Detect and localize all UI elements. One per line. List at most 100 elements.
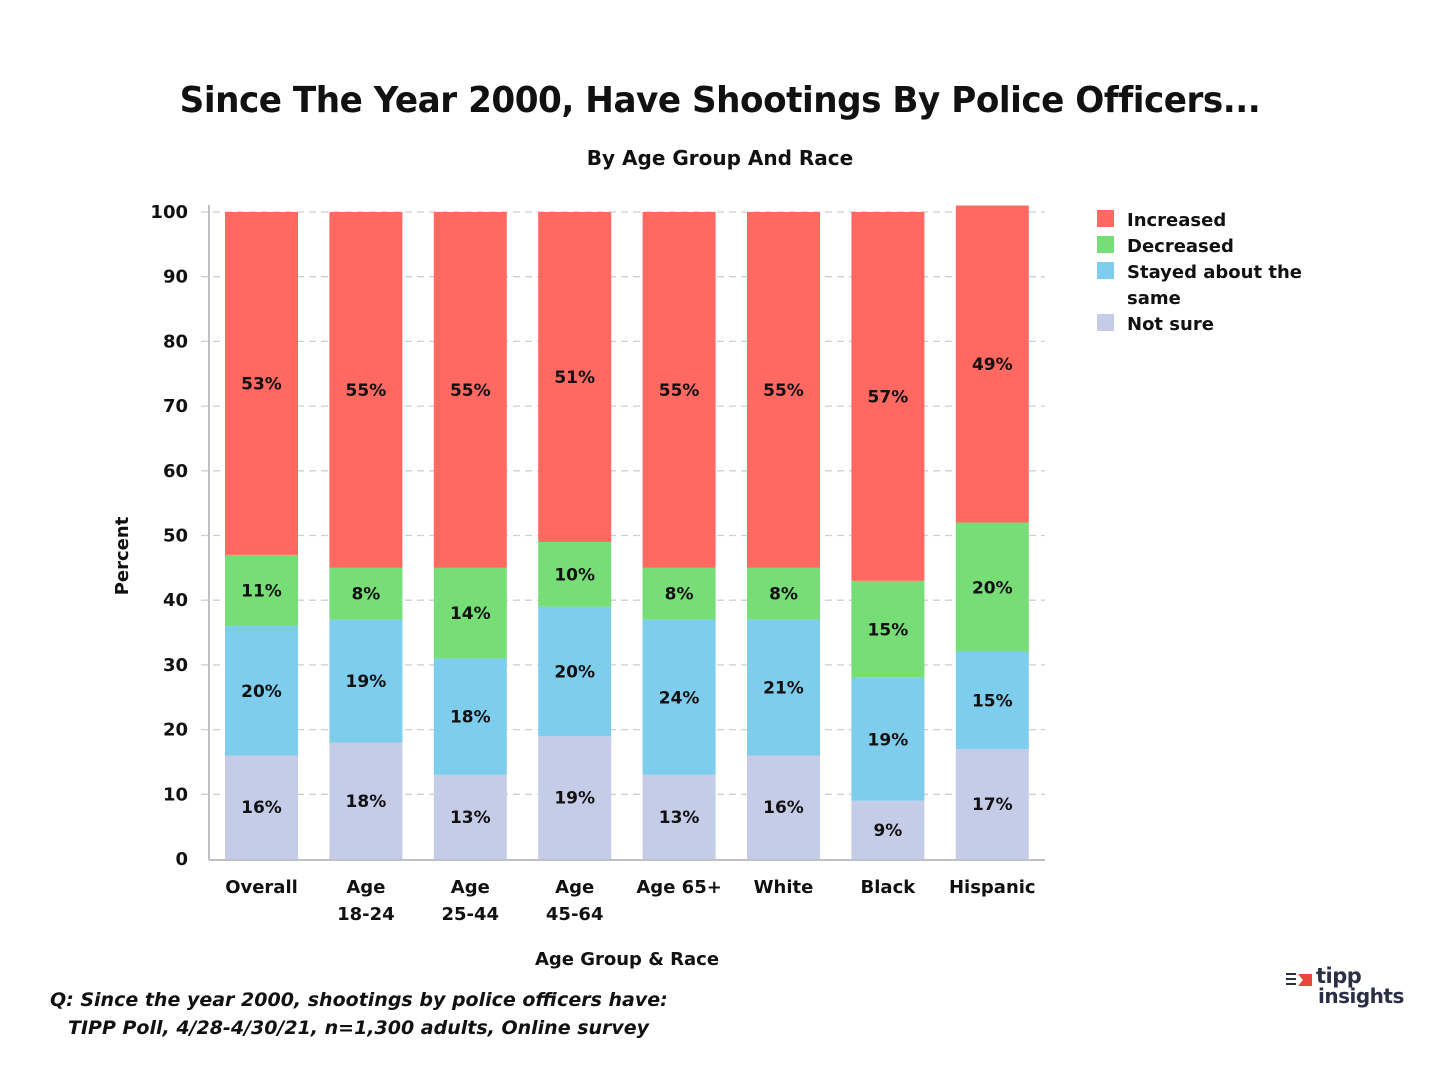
x-tick-label: Black (861, 877, 917, 898)
legend-swatch (1097, 236, 1114, 253)
bar-segment-not-sure (955, 749, 1029, 859)
legend-swatch (1097, 314, 1114, 331)
data-label: 20% (241, 682, 282, 702)
y-tick-label: 100 (150, 202, 188, 223)
data-label: 19% (346, 672, 387, 692)
bar-segment-stayed-about-the-same (329, 619, 403, 743)
y-tick-label: 0 (175, 849, 188, 870)
logo-flag-icon (1298, 974, 1312, 986)
data-label: 20% (972, 578, 1013, 598)
bar-segment-decreased (329, 567, 403, 620)
data-label: 13% (659, 808, 700, 828)
x-tick-labels: Overall Age 18-24 Age 25-44 Age 45-64 Age 65+ Wh… (225, 877, 1035, 925)
data-label: 20% (554, 662, 595, 682)
footnote: Q: Since the year 2000, shootings by pol… (50, 986, 668, 1042)
bar-segment-increased (642, 212, 716, 568)
bar-segment-decreased (851, 580, 925, 678)
data-label: 13% (450, 808, 491, 828)
bar-segment-increased (225, 212, 298, 555)
legend-label: same (1127, 288, 1181, 309)
bar-segment-increased (433, 212, 507, 568)
data-label: 19% (554, 789, 595, 809)
y-tick-label: 10 (163, 784, 188, 805)
logo-word-tipp: tipp (1316, 964, 1362, 988)
bar-segment-not-sure (851, 800, 925, 859)
y-tick-labels: 0 10 20 30 40 50 60 70 80 90 100 (150, 202, 188, 870)
logo-word-insights: insights (1318, 984, 1404, 1008)
x-tick-label: Hispanic (949, 877, 1036, 898)
legend-item: Not sure (1097, 314, 1214, 335)
y-tick-label: 60 (163, 461, 188, 482)
x-tick-label: White (754, 877, 814, 898)
chart-subtitle: By Age Group And Race (586, 146, 854, 170)
bar-segment-stayed-about-the-same (225, 626, 298, 756)
bar-segment-not-sure (329, 742, 403, 859)
data-label: 55% (659, 381, 700, 401)
y-tick-label: 30 (163, 655, 188, 676)
axes (208, 205, 1045, 861)
legend-label: Not sure (1127, 314, 1214, 335)
data-label: 9% (873, 821, 902, 841)
bar-segment-decreased (955, 522, 1029, 652)
x-tick-label: Age (451, 877, 490, 898)
x-axis-title: Age Group & Race (535, 949, 719, 970)
footnote-source: TIPP Poll, 4/28-4/30/21, n=1,300 adults,… (68, 1017, 650, 1039)
bar-segment-stayed-about-the-same (747, 619, 820, 756)
bar-segment-not-sure (433, 774, 507, 859)
y-tick-label: 80 (163, 331, 188, 352)
tipp-insights-logo: tipp insights (1286, 964, 1416, 1016)
data-label: 16% (241, 798, 282, 818)
legend-swatch (1097, 210, 1114, 227)
data-label: 17% (972, 795, 1013, 815)
y-tick-label: 50 (163, 526, 188, 547)
bar-segment-increased (955, 205, 1029, 523)
data-label: 18% (346, 792, 387, 812)
legend-label: Decreased (1127, 236, 1234, 257)
data-label: 18% (450, 708, 491, 728)
legend-item: Decreased (1097, 236, 1234, 257)
data-label: 15% (972, 691, 1013, 711)
data-label: 49% (972, 355, 1013, 375)
data-label: 51% (554, 368, 595, 388)
bar-segment-decreased (538, 541, 612, 607)
legend-item: Increased (1097, 210, 1226, 231)
x-tick-label: Age (555, 877, 594, 898)
bar-segment-not-sure (225, 755, 298, 859)
data-label: 8% (665, 585, 694, 605)
data-label: 8% (351, 585, 380, 605)
y-tick-label: 70 (163, 396, 188, 417)
bar-segment-stayed-about-the-same (538, 606, 612, 737)
x-tick-label: 45-64 (546, 904, 604, 925)
y-tick-label: 40 (163, 590, 188, 611)
bar-segment-decreased (225, 554, 298, 627)
x-tick-label: Age 65+ (636, 877, 721, 898)
bar-segment-stayed-about-the-same (433, 658, 507, 775)
bar-segment-increased (538, 212, 612, 542)
data-label: 15% (868, 620, 909, 640)
bar-segment-not-sure (747, 755, 820, 859)
legend: Increased Decreased Stayed about the same No… (1097, 210, 1302, 335)
data-label: 16% (763, 798, 804, 818)
y-axis-title: Percent (112, 516, 133, 595)
bar-segment-not-sure (642, 774, 716, 859)
bar-segment-increased (851, 212, 925, 581)
data-label: 19% (868, 730, 909, 750)
y-tick-label: 90 (163, 267, 188, 288)
data-label: 10% (554, 565, 595, 585)
bar-segment-stayed-about-the-same (642, 619, 716, 775)
bar-segment-decreased (433, 567, 507, 659)
x-tick-label: Age (346, 877, 385, 898)
data-label: 14% (450, 604, 491, 624)
bar-segment-decreased (642, 567, 716, 620)
bars (225, 205, 1029, 859)
y-tick-label: 20 (163, 720, 188, 741)
data-label: 55% (763, 381, 804, 401)
x-tick-label: 18-24 (337, 904, 395, 925)
data-label: 24% (659, 688, 700, 708)
logo-speed-lines-icon (1286, 973, 1296, 987)
bar-segment-increased (329, 212, 403, 568)
data-label: 55% (450, 381, 491, 401)
bar-segment-increased (747, 212, 820, 568)
data-label: 57% (868, 387, 909, 407)
